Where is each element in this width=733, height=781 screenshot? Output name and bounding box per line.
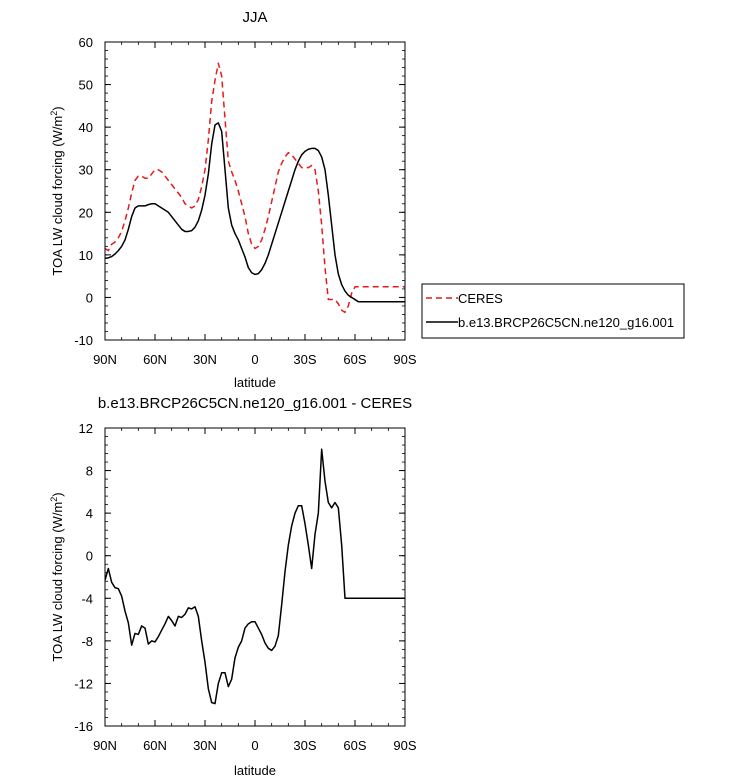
x-tick-label: 60S	[343, 352, 366, 367]
y-tick-label: -8	[81, 634, 93, 649]
y-axis-label-close: )	[50, 492, 65, 496]
x-tick-label: 90S	[393, 352, 416, 367]
chart-legend: CERES b.e13.BRCP26C5CN.ne120_g16.001	[421, 283, 685, 339]
y-tick-label: 40	[79, 120, 93, 135]
y-tick-label: 0	[86, 290, 93, 305]
x-tick-label: 30N	[193, 738, 217, 753]
y-tick-label: -12	[74, 676, 93, 691]
y-tick-label: 12	[79, 421, 93, 436]
y-tick-label: 10	[79, 248, 93, 263]
y-axis-label-superscript: 2	[49, 111, 59, 116]
y-axis-label: TOA LW cloud forcing (W/m2)	[49, 492, 65, 661]
legend-label-1: CERES	[458, 291, 503, 306]
x-axis-label: latitude	[234, 375, 276, 390]
y-tick-label: -10	[74, 333, 93, 348]
series-line-2	[105, 122, 405, 303]
x-tick-label: 90S	[393, 738, 416, 753]
legend-label-2: b.e13.BRCP26C5CN.ne120_g16.001	[458, 315, 674, 330]
chart-panel-2: b.e13.BRCP26C5CN.ne120_g16.001 - CERES -1…	[49, 395, 417, 778]
chart-title: JJA	[242, 9, 267, 26]
x-axis-label: latitude	[234, 763, 276, 778]
x-tick-label: 30N	[193, 352, 217, 367]
chart-panel-1: JJA -10 0 10 20 30 40 50 60 90N 60N 30N 0 30S 60S 90S la…	[49, 9, 685, 390]
y-tick-label: 20	[79, 205, 93, 220]
y-tick-label: 60	[79, 35, 93, 50]
series-line-1	[105, 62, 405, 314]
x-tick-label: 90N	[93, 352, 117, 367]
x-tick-label: 60N	[143, 738, 167, 753]
y-tick-label: 0	[86, 549, 93, 564]
x-tick-label: 60S	[343, 738, 366, 753]
y-axis-label-main: TOA LW cloud forcing (W/m	[50, 502, 65, 662]
plot-frame	[104, 41, 406, 341]
chart-title: b.e13.BRCP26C5CN.ne120_g16.001 - CERES	[98, 395, 412, 412]
series-line-1	[105, 448, 405, 705]
x-tick-label: 30S	[293, 352, 316, 367]
y-tick-label: -16	[74, 719, 93, 734]
y-tick-label: -4	[81, 591, 93, 606]
y-tick-label: 30	[79, 163, 93, 178]
y-axis-label: TOA LW cloud forcing (W/m2)	[49, 106, 65, 275]
y-tick-label: 50	[79, 78, 93, 93]
y-axis-label-main: TOA LW cloud forcing (W/m	[50, 116, 65, 276]
x-tick-label: 90N	[93, 738, 117, 753]
y-tick-label: 4	[86, 506, 93, 521]
y-axis-label-superscript: 2	[49, 497, 59, 502]
x-tick-label: 30S	[293, 738, 316, 753]
x-tick-label: 0	[251, 738, 258, 753]
y-tick-label: 8	[86, 464, 93, 479]
legend-box	[421, 283, 685, 339]
x-tick-label: 60N	[143, 352, 167, 367]
y-axis-label-close: )	[50, 106, 65, 110]
plot-frame	[104, 427, 406, 727]
x-tick-label: 0	[251, 352, 258, 367]
